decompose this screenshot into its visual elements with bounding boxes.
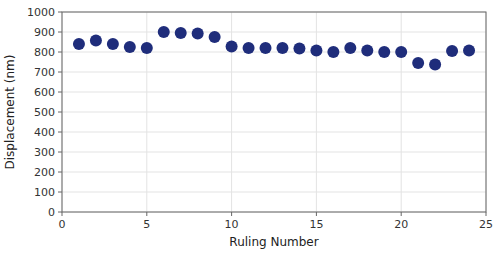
y-axis-label: Displacement (nm) (3, 55, 17, 170)
grid-line-y (62, 72, 486, 73)
point (446, 45, 458, 57)
axes: 0 5 10 15 20 25 0 100 200 300 400 500 600 700 800 900 10… (27, 6, 493, 231)
x-tick (231, 212, 232, 216)
x-tick-label: 25 (479, 218, 493, 231)
plot-background (62, 12, 486, 212)
point (90, 34, 102, 46)
y-tick (58, 192, 62, 193)
point (107, 38, 119, 50)
point (141, 42, 153, 54)
point (361, 44, 373, 56)
y-tick-label: 100 (34, 186, 55, 199)
y-tick (58, 112, 62, 113)
y-tick (58, 52, 62, 53)
point (243, 42, 255, 54)
y-tick-label: 0 (48, 206, 55, 219)
x-tick (62, 212, 63, 216)
y-tick (58, 72, 62, 73)
x-tick (146, 212, 147, 216)
plot-frame (62, 12, 486, 212)
x-axis-label: Ruling Number (229, 235, 318, 249)
y-tick-label: 900 (34, 26, 55, 39)
grid-line-y (62, 172, 486, 173)
point (293, 42, 305, 54)
grid-line-y (62, 132, 486, 133)
y-tick-label: 800 (34, 46, 55, 59)
x-tick (401, 212, 402, 216)
point (175, 27, 187, 39)
point (260, 42, 272, 54)
y-tick-label: 700 (34, 66, 55, 79)
y-tick-label: 600 (34, 86, 55, 99)
y-tick-label: 300 (34, 146, 55, 159)
y-tick (58, 32, 62, 33)
point (209, 31, 221, 43)
grid-line-y (62, 152, 486, 153)
grid-line-y (62, 192, 486, 193)
grid (62, 12, 486, 212)
points (73, 26, 475, 70)
point (429, 58, 441, 70)
y-tick (58, 92, 62, 93)
y-tick-label: 400 (34, 126, 55, 139)
y-tick-label: 1000 (27, 6, 55, 19)
point (192, 27, 204, 39)
point (226, 40, 238, 52)
point (412, 57, 424, 69)
x-tick-label: 5 (143, 218, 150, 231)
y-tick-label: 500 (34, 106, 55, 119)
y-tick (58, 212, 62, 213)
point (463, 44, 475, 56)
point (378, 46, 390, 58)
y-tick (58, 152, 62, 153)
y-tick (58, 12, 62, 13)
x-tick-label: 15 (309, 218, 323, 231)
y-tick (58, 132, 62, 133)
point (310, 44, 322, 56)
x-tick (486, 212, 487, 216)
x-tick (316, 212, 317, 216)
x-tick-label: 0 (59, 218, 66, 231)
point (344, 42, 356, 54)
grid-line-y (62, 92, 486, 93)
point (276, 42, 288, 54)
point (158, 26, 170, 38)
grid-line-y (62, 52, 486, 53)
grid-line-y (62, 32, 486, 33)
grid-line-y (62, 112, 486, 113)
chart: 0 5 10 15 20 25 0 100 200 300 400 500 600 700 800 900 10… (0, 0, 500, 254)
y-tick-label: 200 (34, 166, 55, 179)
point (395, 46, 407, 58)
x-tick-label: 20 (394, 218, 408, 231)
x-tick-label: 10 (225, 218, 239, 231)
point (327, 46, 339, 58)
y-tick (58, 172, 62, 173)
point (73, 38, 85, 50)
point (124, 41, 136, 53)
